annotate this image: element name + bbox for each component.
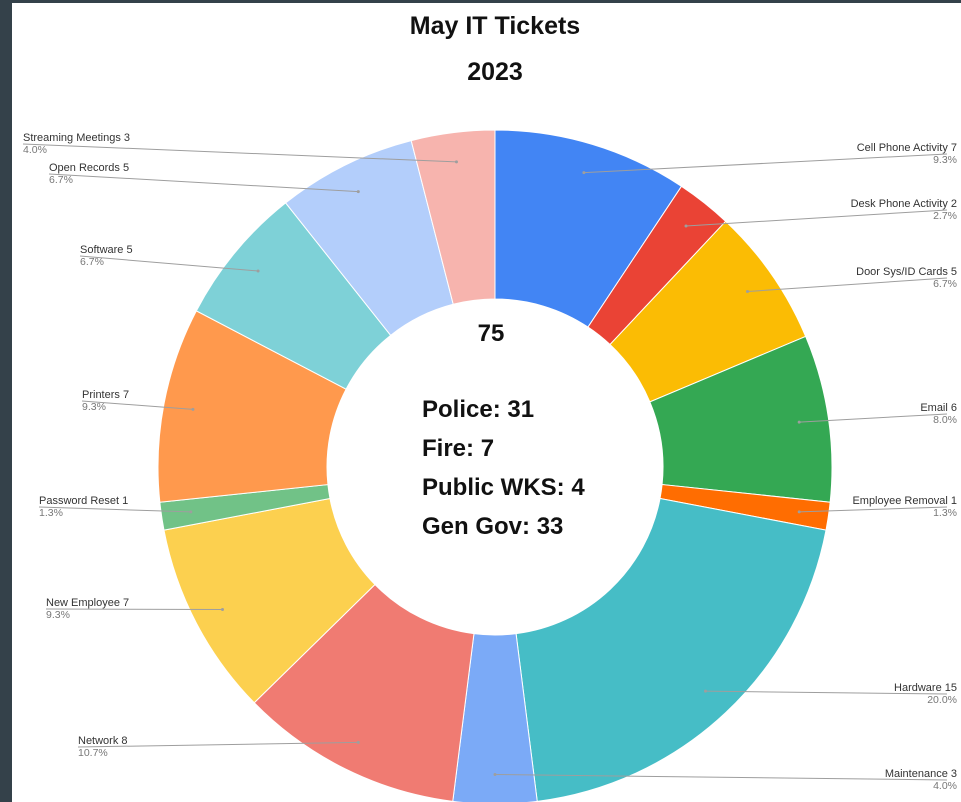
slice-label-network: Network 8 <box>78 735 128 747</box>
leader-line-streaming-meetings <box>22 143 457 163</box>
slice-label-door-sys-id-cards: Door Sys/ID Cards 5 <box>856 266 957 278</box>
slice-streaming-meetings <box>410 129 496 305</box>
slice-percent-email: 8.0% <box>933 414 957 426</box>
center-breakdown: Police: 31 Fire: 7 Public WKS: 4 Gen Gov: 3… <box>422 396 585 540</box>
center-row-fire: Fire: 7 <box>422 435 494 462</box>
chart-canvas: May IT Tickets 2023 Cell Phone Activity … <box>12 3 961 802</box>
slices-layer <box>157 129 833 802</box>
slice-percent-employee-removal: 1.3% <box>933 507 957 519</box>
slice-label-printers: Printers 7 <box>82 389 129 401</box>
center-row-label: Fire: <box>422 435 481 462</box>
slice-percent-network: 10.7% <box>78 747 108 759</box>
leader-line-desk-phone-activity <box>685 209 948 227</box>
leader-dot-desk-phone-activity <box>684 224 688 228</box>
leader-line-email <box>799 413 948 423</box>
slice-percent-new-employee: 9.3% <box>46 609 70 621</box>
leader-dot-employee-removal <box>797 510 801 514</box>
leader-dot-email <box>797 420 801 424</box>
leader-line-hardware <box>705 690 948 695</box>
slice-percent-printers: 9.3% <box>82 401 106 413</box>
slice-label-streaming-meetings: Streaming Meetings 3 <box>23 132 130 144</box>
slice-percent-password-reset: 1.3% <box>39 507 63 519</box>
leader-dot-network <box>356 740 360 744</box>
leader-dot-password-reset <box>189 510 193 514</box>
leader-line-password-reset <box>38 506 191 513</box>
chart-title: May IT Tickets <box>410 12 580 40</box>
slice-label-software: Software 5 <box>80 244 133 256</box>
slice-label-password-reset: Password Reset 1 <box>39 495 128 507</box>
center-row-value: 31 <box>507 396 534 423</box>
slice-percent-cell-phone-activity: 9.3% <box>933 154 957 166</box>
slice-percent-door-sys-id-cards: 6.7% <box>933 278 957 290</box>
leader-line-network <box>77 741 359 748</box>
center-row-label: Public WKS: <box>422 474 571 501</box>
leader-dot-door-sys-id-cards <box>746 290 750 294</box>
center-row-police: Police: 31 <box>422 396 534 423</box>
leader-lines-layer <box>22 143 948 781</box>
chart-subtitle: 2023 <box>467 58 523 86</box>
slice-percent-maintenance: 4.0% <box>933 780 957 792</box>
leader-dot-cell-phone-activity <box>582 171 586 175</box>
leader-line-cell-phone-activity <box>583 153 948 174</box>
center-row-public-wks: Public WKS: 4 <box>422 474 585 501</box>
leader-dot-streaming-meetings <box>454 160 458 164</box>
leader-dot-maintenance <box>493 773 497 776</box>
center-row-gen-gov: Gen Gov: 33 <box>422 513 563 540</box>
slice-label-email: Email 6 <box>920 402 957 414</box>
donut-chart: May IT Tickets 2023 Cell Phone Activity … <box>22 12 957 802</box>
leader-dot-open-records <box>356 190 360 194</box>
leader-line-open-records <box>48 173 359 193</box>
slice-percent-open-records: 6.7% <box>49 174 73 186</box>
leader-dot-hardware <box>703 689 707 693</box>
leader-dot-new-employee <box>220 607 224 611</box>
center-row-value: 7 <box>481 435 494 462</box>
slice-percent-software: 6.7% <box>80 256 104 268</box>
leader-line-employee-removal <box>799 506 948 513</box>
center-row-label: Gen Gov: <box>422 513 537 540</box>
slice-label-new-employee: New Employee 7 <box>46 597 129 609</box>
slice-label-open-records: Open Records 5 <box>49 162 129 174</box>
slice-percent-desk-phone-activity: 2.7% <box>933 210 957 222</box>
leader-dot-printers <box>191 407 195 411</box>
slice-label-maintenance: Maintenance 3 <box>885 768 957 780</box>
slice-percent-streaming-meetings: 4.0% <box>23 144 47 156</box>
leader-line-software <box>79 255 259 272</box>
center-row-label: Police: <box>422 396 507 423</box>
center-row-value: 33 <box>537 513 564 540</box>
center-row-value: 4 <box>571 474 585 501</box>
slice-labels-layer: Cell Phone Activity 79.3%Desk Phone Acti… <box>23 132 957 792</box>
slice-label-desk-phone-activity: Desk Phone Activity 2 <box>851 198 957 210</box>
slice-label-cell-phone-activity: Cell Phone Activity 7 <box>857 142 957 154</box>
slice-percent-hardware: 20.0% <box>927 694 957 706</box>
leader-dot-software <box>256 269 260 273</box>
center-total: 75 <box>478 320 505 347</box>
slice-label-employee-removal: Employee Removal 1 <box>852 495 957 507</box>
slice-label-hardware: Hardware 15 <box>894 682 957 694</box>
leader-line-door-sys-id-cards <box>747 277 948 293</box>
leader-line-maintenance <box>494 774 948 781</box>
leader-line-printers <box>81 400 193 410</box>
slice-hardware <box>515 497 827 802</box>
